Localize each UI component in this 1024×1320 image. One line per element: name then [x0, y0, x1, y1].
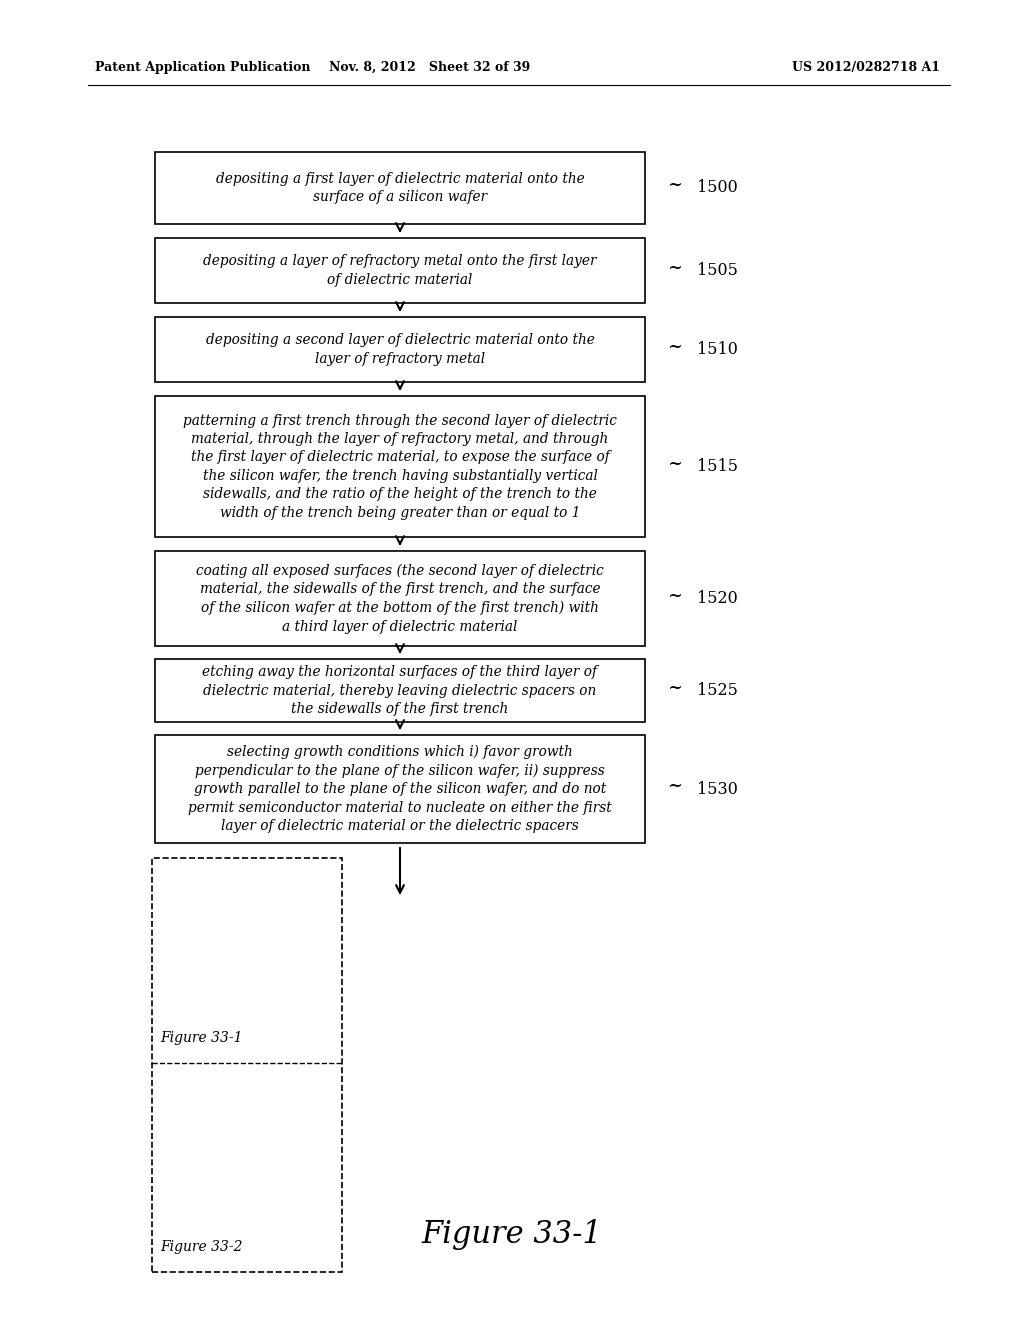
Text: ~: ~ — [667, 678, 682, 697]
Text: ~: ~ — [667, 338, 682, 355]
Text: 1525: 1525 — [697, 682, 738, 700]
Text: 1515: 1515 — [697, 458, 738, 475]
Text: patterning a first trench through the second layer of dielectric
material, throu: patterning a first trench through the se… — [183, 413, 616, 520]
Bar — [155, 152, 645, 224]
Text: ~: ~ — [667, 777, 682, 795]
Bar — [155, 396, 645, 537]
Text: coating all exposed surfaces (the second layer of dielectric
material, the sidew: coating all exposed surfaces (the second… — [197, 564, 604, 634]
Text: Nov. 8, 2012   Sheet 32 of 39: Nov. 8, 2012 Sheet 32 of 39 — [330, 61, 530, 74]
Bar — [155, 735, 645, 843]
Bar — [152, 858, 342, 1272]
Text: depositing a layer of refractory metal onto the first layer
of dielectric materi: depositing a layer of refractory metal o… — [203, 255, 597, 286]
Text: 1510: 1510 — [697, 341, 738, 358]
Text: Patent Application Publication: Patent Application Publication — [95, 61, 310, 74]
Bar — [155, 550, 645, 645]
Text: Figure 33-2: Figure 33-2 — [160, 1239, 243, 1254]
Text: ~: ~ — [667, 454, 682, 473]
Text: depositing a second layer of dielectric material onto the
layer of refractory me: depositing a second layer of dielectric … — [206, 333, 595, 366]
Text: 1500: 1500 — [697, 180, 737, 197]
Text: 1520: 1520 — [697, 590, 737, 607]
Bar — [155, 659, 645, 722]
Text: ~: ~ — [667, 259, 682, 276]
Text: Figure 33-1: Figure 33-1 — [422, 1220, 602, 1250]
Text: depositing a first layer of dielectric material onto the
surface of a silicon wa: depositing a first layer of dielectric m… — [216, 172, 585, 205]
Text: ~: ~ — [667, 586, 682, 605]
Text: etching away the horizontal surfaces of the third layer of
dielectric material, : etching away the horizontal surfaces of … — [203, 665, 597, 715]
Text: selecting growth conditions which i) favor growth
perpendicular to the plane of : selecting growth conditions which i) fav… — [188, 744, 612, 833]
Text: 1505: 1505 — [697, 261, 738, 279]
Text: US 2012/0282718 A1: US 2012/0282718 A1 — [792, 61, 940, 74]
Text: 1530: 1530 — [697, 780, 738, 797]
Text: ~: ~ — [667, 176, 682, 194]
Text: Figure 33-1: Figure 33-1 — [160, 1031, 243, 1045]
Bar — [155, 317, 645, 381]
Bar — [155, 238, 645, 304]
